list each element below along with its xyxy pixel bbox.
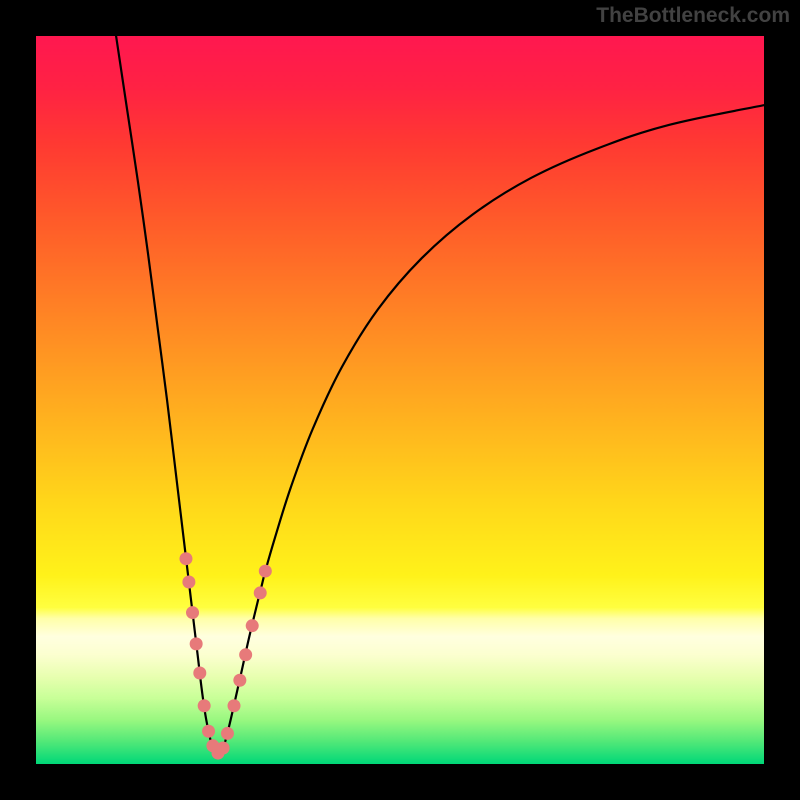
marker-left (190, 637, 203, 650)
marker-right (221, 727, 234, 740)
bottleneck-curve (36, 36, 764, 764)
marker-left (198, 699, 211, 712)
watermark-text: TheBottleneck.com (596, 4, 790, 28)
plot-area (36, 36, 764, 764)
marker-left (186, 606, 199, 619)
marker-right (254, 586, 267, 599)
marker-left (179, 552, 192, 565)
marker-left (182, 576, 195, 589)
marker-right (259, 565, 272, 578)
chart-container: TheBottleneck.com (0, 0, 800, 800)
marker-right (233, 674, 246, 687)
marker-right (228, 699, 241, 712)
curve-left (116, 36, 218, 755)
curve-right (218, 105, 764, 755)
marker-left (193, 667, 206, 680)
marker-right (246, 619, 259, 632)
marker-right (239, 648, 252, 661)
marker-left (202, 725, 215, 738)
marker-right (217, 741, 230, 754)
